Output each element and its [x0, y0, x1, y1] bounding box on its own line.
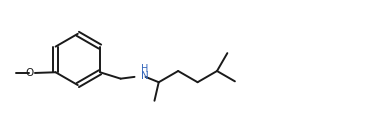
Text: H: H — [140, 64, 148, 74]
Text: O: O — [25, 68, 34, 78]
Text: N: N — [140, 71, 148, 81]
